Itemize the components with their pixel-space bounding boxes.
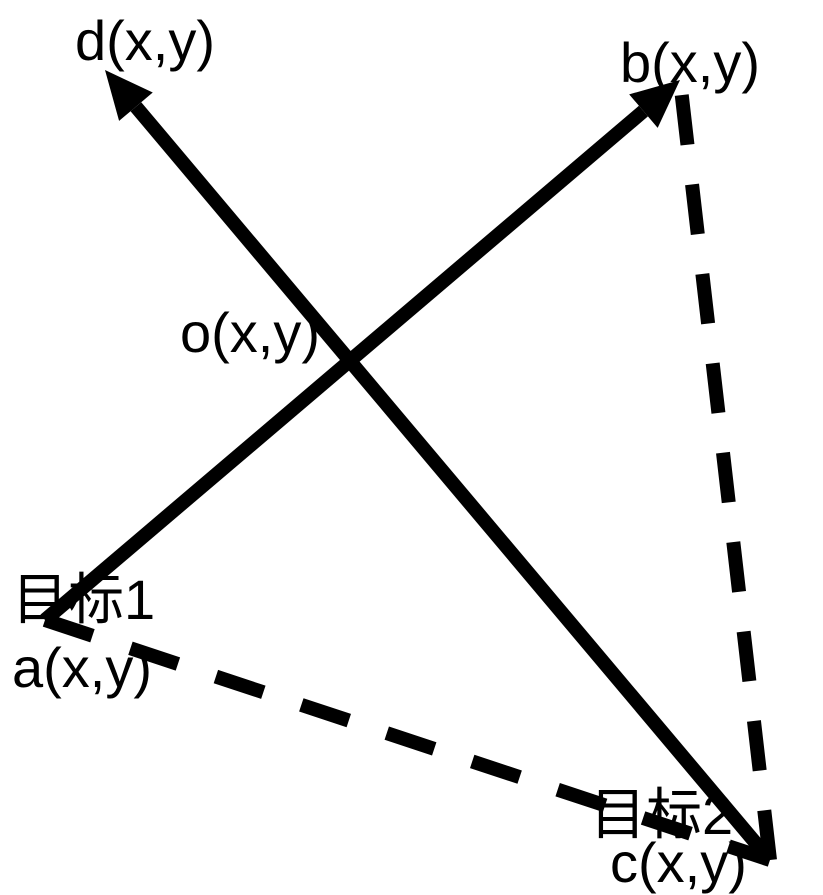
label-a: a(x,y) (12, 635, 152, 700)
vector-diagram: d(x,y) b(x,y) o(x,y) 目标1 a(x,y) 目标2 c(x,… (0, 0, 823, 893)
label-target1: 目标1 (12, 555, 155, 636)
label-c: c(x,y) (610, 830, 747, 895)
label-o: o(x,y) (180, 300, 320, 365)
label-d: d(x,y) (75, 8, 215, 73)
label-b: b(x,y) (620, 30, 760, 95)
diagram-canvas (0, 0, 823, 893)
